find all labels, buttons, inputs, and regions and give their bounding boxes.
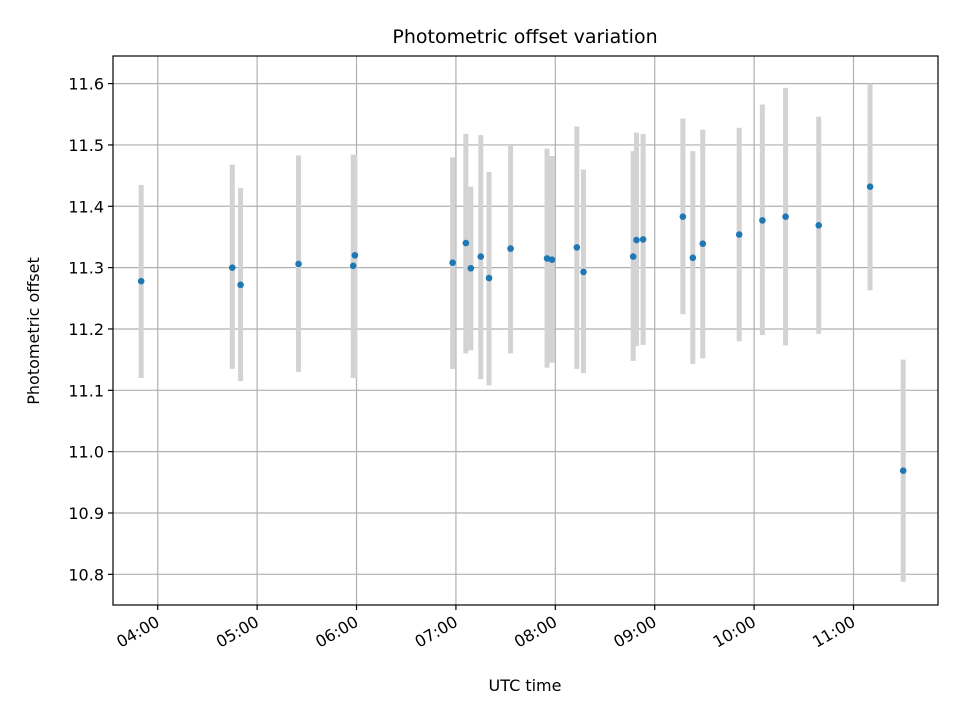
data-point <box>485 274 493 282</box>
data-point <box>467 264 475 272</box>
data-point <box>237 281 244 289</box>
data-point <box>735 231 743 238</box>
y-tick-label: 11.1 <box>68 381 104 400</box>
y-axis-label: Photometric offset <box>24 257 43 405</box>
data-point <box>639 236 647 243</box>
data-points <box>137 183 907 474</box>
plot-frame <box>112 55 939 606</box>
y-tick-label: 11.5 <box>68 136 104 155</box>
data-point <box>629 253 637 260</box>
data-point <box>633 236 640 244</box>
data-point <box>815 222 823 229</box>
data-point <box>477 253 485 260</box>
y-tick-label: 11.2 <box>68 320 104 339</box>
data-point <box>548 256 556 263</box>
y-tick-label: 11.4 <box>68 197 104 216</box>
data-point <box>782 213 789 221</box>
y-tick-label: 11.0 <box>68 443 104 462</box>
data-point <box>507 245 514 252</box>
x-axis-label: UTC time <box>489 676 562 695</box>
data-point <box>462 239 470 247</box>
y-axis: 10.8 10.9 11.0 11.1 11.2 11.3 11.4 11.5 11.6 <box>68 75 113 584</box>
y-tick-label: 11.3 <box>68 259 104 278</box>
data-point <box>699 240 707 248</box>
y-tick-label: 11.6 <box>68 75 104 94</box>
data-point <box>580 268 587 276</box>
data-point <box>137 277 145 285</box>
data-point <box>228 264 236 271</box>
data-point <box>349 262 357 270</box>
y-tick-label: 10.9 <box>68 504 104 523</box>
data-point <box>679 213 687 221</box>
data-point <box>351 252 359 259</box>
data-point <box>449 259 456 267</box>
data-point <box>689 254 697 262</box>
chart-title: Photometric offset variation <box>392 26 657 48</box>
data-point <box>759 217 766 224</box>
data-point <box>866 183 874 190</box>
grid <box>113 56 938 605</box>
data-point <box>899 467 907 474</box>
y-tick-label: 10.8 <box>68 565 104 584</box>
data-point <box>543 255 551 262</box>
data-point <box>573 244 581 251</box>
data-point <box>295 260 302 268</box>
